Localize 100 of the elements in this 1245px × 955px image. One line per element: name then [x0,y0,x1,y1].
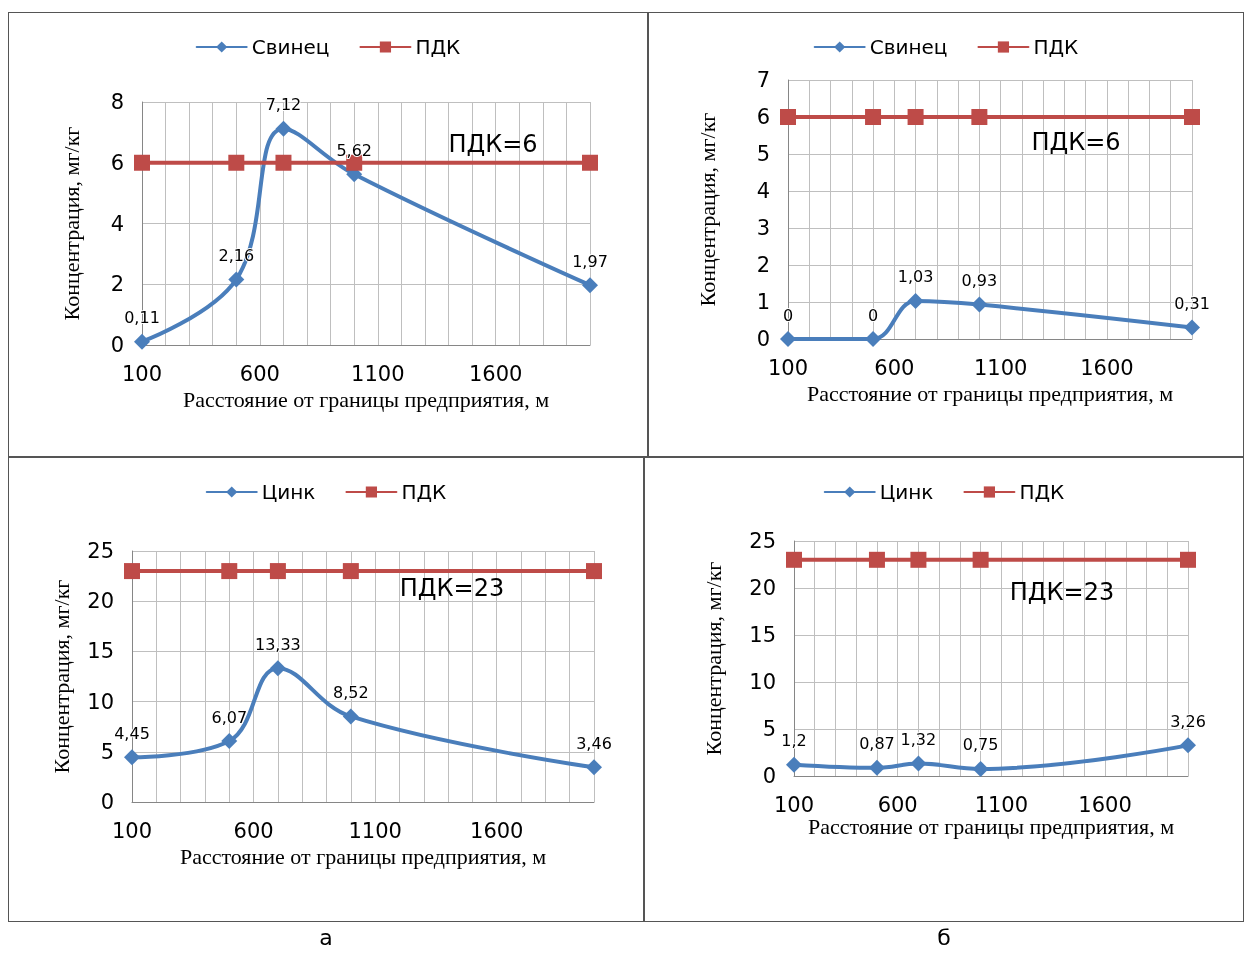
data-label: 1,03 [897,267,934,287]
point [868,759,885,776]
point [134,333,150,350]
y-tick-label: 4 [756,179,770,203]
x-tick-label: 600 [874,355,915,380]
point [786,756,802,773]
y-tick-label: 20 [87,589,114,614]
x-tick-label: 600 [877,792,918,817]
y-tick-label: 0 [762,764,776,788]
y-tick-label: 10 [87,689,114,714]
point [228,154,245,171]
y-tick-label: 15 [87,639,114,664]
y-tick-label: 6 [110,150,124,175]
x-axis-title: Расстояние от границы предприятия, м [807,814,1175,840]
x-tick-label: 1100 [973,355,1028,380]
point [865,331,882,347]
x-tick-label: 100 [767,355,809,380]
point [910,551,927,568]
legend-label: Свинец [251,35,330,59]
point [221,563,238,580]
data-label: 3,26 [1170,711,1206,731]
x-axis-title: Расстояние от границы предприятия, м [179,844,547,870]
data-label: 0,11 [124,308,160,328]
x-tick-label: 1600 [1078,792,1132,817]
legend-label: Цинк [879,480,934,504]
data-label: 0,87 [859,734,895,754]
point [868,551,885,568]
data-label: 0,75 [962,735,999,755]
point [865,109,882,125]
x-axis-title: Расстояние от границы предприятия, м [182,387,550,413]
point [786,551,802,568]
data-label: 0,31 [1174,294,1210,314]
legend-label: ПДК [1019,480,1065,504]
y-tick-label: 7 [756,68,770,92]
x-tick-label: 1100 [974,792,1029,817]
x-tick-label: 1600 [1080,355,1134,380]
point [971,109,988,125]
y-tick-label: 0 [110,333,124,357]
point [275,120,292,137]
data-label: 3,46 [576,733,612,753]
y-tick-label: 5 [100,739,114,764]
x-tick-label: 100 [121,361,163,386]
point [907,292,924,309]
data-label: 0 [782,305,794,325]
y-tick-label: 2 [110,272,124,297]
y-axis-title: Концентрация, мг/кг [694,112,720,307]
data-label: 5,62 [336,140,373,160]
point [1184,319,1200,336]
y-axis-title: Концентрация, мг/кг [700,561,726,756]
point [582,154,598,171]
point [586,563,602,580]
y-axis-title: Концентрация, мг/кг [58,126,84,321]
point [972,551,989,568]
point [910,755,927,772]
data-label: 1,97 [572,251,608,271]
point [780,109,796,125]
point [269,563,286,580]
x-tick-label: 1100 [351,361,405,386]
x-tick-label: 600 [233,818,274,843]
y-tick-label: 20 [749,576,776,600]
y-axis-title: Концентрация, мг/кг [48,579,74,774]
legend-label: ПДК [415,35,461,59]
point [228,271,245,288]
point [972,760,989,777]
legend-label: ПДК [1033,35,1079,59]
legend-label: Свинец [869,35,948,59]
y-tick-label: 3 [756,216,770,240]
annotation: ПДК=23 [1009,578,1115,606]
y-tick-label: 8 [110,90,124,114]
text: а [319,924,333,950]
x-tick-label: 600 [239,361,280,386]
y-tick-label: 5 [762,717,776,741]
point [134,154,150,171]
y-tick-label: 4 [110,211,124,236]
y-tick-label: 0 [756,327,770,351]
point [907,109,924,125]
data-label: 8,52 [333,682,369,702]
point [582,277,598,294]
annotation: ПДК=6 [448,130,538,158]
point [1184,109,1200,125]
y-tick-label: 2 [756,253,770,277]
x-tick-label: 100 [111,818,153,843]
y-tick-label: 5 [756,142,770,166]
y-tick-label: 6 [756,105,770,129]
point [342,563,359,580]
y-tick-label: 10 [749,670,776,694]
point [780,331,796,347]
data-label: 1,2 [781,731,807,751]
x-tick-label: 1600 [468,361,523,386]
point [275,154,292,171]
data-label: 0,93 [961,271,998,291]
y-tick-label: 0 [100,790,114,814]
legend-label: Цинк [261,480,316,504]
point [1180,737,1196,754]
y-tick-label: 1 [756,290,770,314]
data-label: 0 [867,305,879,325]
x-tick-label: 100 [773,792,815,817]
data-label: 1,32 [900,730,937,750]
text: б [937,924,951,950]
point [1180,551,1196,568]
